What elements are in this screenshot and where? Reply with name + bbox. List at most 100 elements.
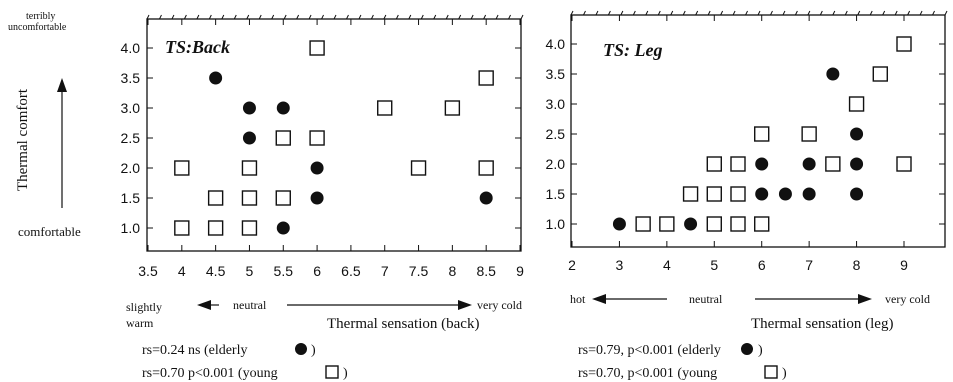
x-axis-label-back: Thermal sensation (back) [327, 316, 479, 332]
point-elderly-leg [684, 217, 698, 231]
top-minor-tick-leg [844, 10, 848, 16]
top-minor-tick-leg [720, 10, 724, 16]
x-tick-label-back: 8 [448, 263, 456, 279]
y-tick-label-leg: 4.0 [546, 36, 566, 52]
point-young-leg [754, 216, 770, 232]
y-tick-label-back: 1.0 [121, 220, 141, 236]
x-ticks-back: 3.5 4 4.5 5 5.5 6 6.5 7 7.5 8 8.5 9 [138, 14, 524, 279]
point-elderly-back [209, 71, 223, 85]
x-right-note-back: very cold [477, 298, 522, 312]
point-young-leg [754, 126, 770, 142]
top-minor-tick-leg [869, 10, 873, 16]
point-young-leg [659, 216, 675, 232]
top-minor-tick-back [445, 14, 449, 20]
top-minor-tick-back [346, 14, 349, 20]
stat-elderly-close-leg: ) [758, 343, 763, 358]
point-elderly-back [310, 191, 324, 205]
top-minor-tick-back [358, 14, 362, 20]
stat-young-close-back: ) [343, 366, 348, 381]
x-mid-note-leg: neutral [689, 292, 723, 306]
point-young-back [309, 130, 325, 146]
point-young-back [207, 220, 224, 236]
point-elderly-leg [850, 127, 864, 141]
top-minor-tick-leg [657, 10, 661, 16]
point-young-leg [730, 156, 746, 172]
top-minor-tick-leg [670, 10, 674, 16]
x-tick-label-back: 8.5 [476, 263, 496, 279]
top-minor-tick-leg [882, 10, 886, 16]
stat-elderly-marker-leg [741, 343, 753, 355]
x-tick-label-back: 5.5 [274, 263, 294, 279]
panel-label-back: TS:Back [165, 37, 230, 57]
x-tick-label-back: 4.5 [206, 263, 226, 279]
point-elderly-leg [802, 187, 816, 201]
y-tick-label-leg: 2.0 [546, 156, 566, 172]
x-tick-label-back: 7.5 [409, 263, 429, 279]
x-left-arrowhead-leg [592, 294, 606, 304]
y-tick-label-leg: 2.5 [546, 126, 566, 142]
point-young-back [478, 160, 494, 176]
top-minor-tick-leg [695, 10, 699, 16]
top-minor-tick-back [520, 14, 524, 20]
point-young-leg [848, 96, 865, 112]
x-tick-label-leg: 2 [568, 257, 576, 273]
top-minor-tick-back [183, 14, 187, 20]
x-tick-label-back: 4 [178, 263, 186, 279]
top-minor-tick-leg [944, 10, 948, 16]
x-mid-note-back: neutral [233, 298, 267, 312]
point-young-back [207, 190, 224, 206]
x-left-note-line1: slightly [126, 300, 162, 314]
top-minor-tick-back [321, 14, 324, 20]
point-young-back [410, 160, 427, 176]
top-minor-tick-leg [919, 10, 923, 16]
point-elderly-back [276, 101, 290, 115]
stat-young-marker-leg [764, 365, 778, 379]
point-young-leg [706, 216, 722, 232]
point-young-leg [730, 186, 746, 202]
y-tick-label-leg: 1.0 [546, 216, 566, 232]
top-minor-tick-leg [745, 10, 748, 16]
top-minor-tick-leg [583, 10, 586, 16]
point-young-leg [706, 186, 722, 202]
stat-young-marker-back [325, 365, 339, 379]
y-tick-label-leg: 3.0 [546, 96, 566, 112]
point-young-leg [872, 66, 888, 82]
top-minor-tick-leg [894, 10, 898, 16]
top-minor-tick-back [458, 14, 462, 20]
data-points-leg [612, 36, 912, 232]
y-ticks-back: 1.0 1.5 2.0 2.5 3.0 3.5 4.0 [121, 40, 521, 236]
top-minor-tick-leg [607, 10, 611, 16]
x-tick-label-leg: 9 [900, 257, 908, 273]
point-young-back [174, 220, 190, 236]
x-right-arrowhead-leg [858, 294, 872, 304]
x-tick-label-back: 9 [516, 263, 524, 279]
x-tick-label-leg: 4 [663, 257, 671, 273]
top-minor-tick-back [370, 14, 374, 20]
top-minor-tick-leg [807, 10, 811, 16]
point-young-back [309, 40, 325, 56]
top-minor-tick-leg [794, 10, 798, 16]
point-young-back [377, 100, 393, 116]
top-minor-tick-back [283, 14, 287, 20]
x-right-note-leg: very cold [885, 292, 930, 306]
x-tick-label-back: 5 [246, 263, 254, 279]
y-tick-label-back: 3.0 [121, 100, 141, 116]
top-minor-tick-back [196, 14, 200, 20]
point-young-back [241, 220, 258, 236]
y-ticks-leg: 1.0 1.5 2.0 2.5 3.0 3.5 4.0 [546, 36, 945, 232]
y-tick-label-back: 2.5 [121, 130, 141, 146]
top-minor-tick-back [333, 14, 337, 20]
top-minor-tick-back [208, 14, 212, 20]
point-young-back [478, 70, 494, 86]
panel-label-leg: TS: Leg [603, 40, 662, 60]
top-minor-tick-back [159, 14, 162, 20]
top-minor-tick-back [383, 14, 387, 20]
point-elderly-back [242, 131, 256, 145]
point-elderly-back [276, 221, 290, 235]
stat-elderly-back: rs=0.24 ns (elderly [142, 343, 248, 358]
point-young-back [275, 130, 291, 146]
top-minor-tick-leg [570, 10, 574, 16]
y-tick-label-back: 2.0 [121, 160, 141, 176]
top-minor-tick-leg [645, 10, 649, 16]
top-minor-tick-back [420, 14, 424, 20]
